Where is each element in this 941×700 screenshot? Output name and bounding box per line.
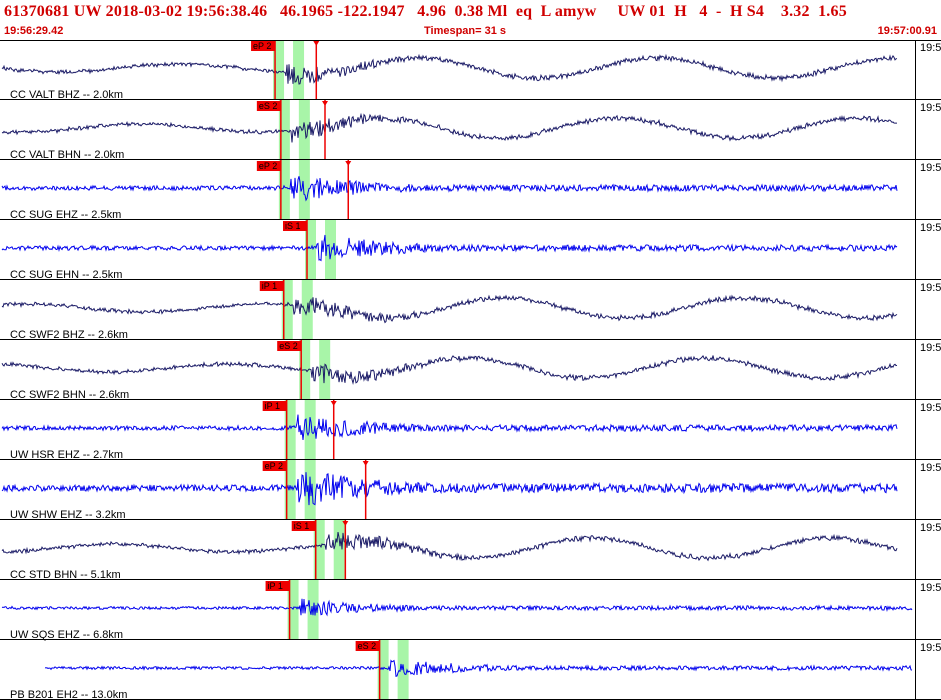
phase-pick-tag[interactable]: [256, 101, 281, 111]
phase-pick-label: eP 2: [265, 461, 283, 471]
pick-window: [304, 460, 316, 520]
phase-pick-tag[interactable]: [265, 581, 290, 591]
phase-pick-label: eP 2: [253, 41, 271, 51]
event-summary-line: 61370681 UW 2018-03-02 19:56:38.46 46.19…: [4, 3, 847, 20]
pick-window: [313, 520, 325, 580]
pick-window: [278, 160, 290, 220]
start-time: 19:56:29.42: [4, 25, 64, 37]
waveform-trace[interactable]: [1, 234, 898, 262]
pick-window: [281, 280, 293, 340]
phase-pick-label: iP 1: [268, 581, 283, 591]
row-time-label: 19:5: [920, 162, 941, 174]
channel-label: UW SHW EHZ -- 3.2km: [10, 509, 126, 521]
phase-pick-label: iP 1: [262, 281, 277, 291]
waveform-trace[interactable]: [1, 53, 898, 85]
phase-pick-label: iS 1: [285, 221, 301, 231]
phase-pick-tag[interactable]: [262, 461, 287, 471]
pick-window: [298, 160, 310, 220]
pick-window: [278, 100, 290, 160]
channel-label: UW HSR EHZ -- 2.7km: [10, 449, 123, 461]
phase-pick-tag[interactable]: [262, 401, 287, 411]
row-time-label: 19:5: [920, 102, 941, 114]
channel-label: UW SQS EHZ -- 6.8km: [10, 629, 123, 641]
pick-marker-icon[interactable]: [313, 41, 320, 46]
pick-marker-icon[interactable]: [342, 521, 349, 526]
pick-window: [273, 40, 285, 100]
phase-pick-label: eP 2: [259, 161, 277, 171]
row-time-label: 19:5: [920, 522, 941, 534]
pick-window: [304, 400, 316, 460]
row-time-label: 19:5: [920, 462, 941, 474]
channel-row[interactable]: [0, 340, 941, 400]
pick-window: [397, 640, 409, 700]
event-header: 61370681 UW 2018-03-02 19:56:38.46 46.19…: [0, 0, 941, 40]
phase-pick-tag[interactable]: [259, 281, 284, 291]
timespan-label: Timespan= 31 s: [424, 25, 507, 37]
pick-window: [305, 220, 316, 280]
phase-pick-label: eS 2: [279, 341, 298, 351]
row-time-label: 19:5: [920, 282, 941, 294]
pick-marker-icon[interactable]: [362, 461, 369, 466]
waveform-trace[interactable]: [1, 176, 898, 202]
row-time-label: 19:5: [920, 42, 941, 54]
phase-pick-tag[interactable]: [291, 521, 316, 531]
channel-label: CC VALT BHZ -- 2.0km: [10, 89, 123, 101]
waveform-trace[interactable]: [1, 354, 898, 385]
phase-pick-tag[interactable]: [251, 41, 276, 51]
phase-pick-label: eS 2: [358, 641, 377, 651]
phase-pick-label: eS 2: [259, 101, 278, 111]
waveform-trace[interactable]: [1, 532, 898, 562]
channel-label: PB B201 EH2 -- 13.0km: [10, 689, 127, 700]
phase-pick-tag[interactable]: [283, 221, 307, 231]
phase-pick-tag[interactable]: [277, 341, 302, 351]
channel-label: CC SUG EHN -- 2.5km: [10, 269, 122, 281]
channel-label: CC SWF2 BHZ -- 2.6km: [10, 329, 128, 341]
waveform-trace[interactable]: [1, 294, 898, 324]
phase-pick-label: iP 1: [265, 401, 280, 411]
channel-row[interactable]: [0, 520, 941, 580]
channel-row[interactable]: [0, 100, 941, 160]
pick-window: [293, 40, 305, 100]
pick-window: [325, 220, 336, 280]
phase-pick-label: iS 1: [294, 521, 310, 531]
pick-window: [284, 400, 296, 460]
waveform-trace[interactable]: [1, 472, 898, 506]
row-time-label: 19:5: [920, 222, 941, 234]
waveform-trace[interactable]: [1, 598, 913, 617]
channel-row[interactable]: [0, 460, 941, 520]
pick-marker-icon[interactable]: [330, 401, 337, 406]
waveform-trace[interactable]: [1, 112, 897, 143]
pick-window: [298, 100, 310, 160]
row-time-label: 19:5: [920, 642, 941, 654]
waveform-trace[interactable]: [44, 659, 913, 677]
channel-label: CC STD BHN -- 5.1km: [10, 569, 121, 581]
row-time-label: 19:5: [920, 342, 941, 354]
seismogram-panel[interactable]: eP 2 CC VALT BHZ -- 2.0km 19:5 eS 2 CC VALT …: [0, 40, 941, 700]
channel-row[interactable]: [0, 40, 941, 100]
waveform-trace[interactable]: [1, 414, 898, 440]
channel-row[interactable]: [0, 580, 941, 640]
pick-window: [333, 520, 345, 580]
channel-row[interactable]: [0, 280, 941, 340]
pick-window: [287, 580, 299, 640]
row-time-label: 19:5: [920, 402, 941, 414]
channel-row[interactable]: [0, 160, 941, 220]
phase-pick-tag[interactable]: [256, 161, 281, 171]
end-time: 19:57:00.91: [877, 25, 937, 37]
pick-window: [284, 460, 296, 520]
pick-marker-icon[interactable]: [322, 101, 328, 106]
channel-label: CC SUG EHZ -- 2.5km: [10, 209, 121, 221]
pick-marker-icon[interactable]: [345, 161, 352, 166]
channel-label: CC SWF2 BHN -- 2.6km: [10, 389, 129, 401]
channel-row[interactable]: [0, 400, 941, 460]
row-time-label: 19:5: [920, 582, 941, 594]
phase-pick-tag[interactable]: [355, 641, 380, 651]
channel-label: CC VALT BHN -- 2.0km: [10, 149, 124, 161]
